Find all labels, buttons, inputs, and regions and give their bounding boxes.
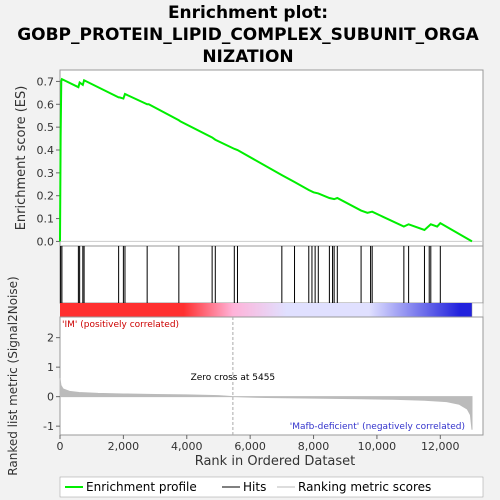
chart-title-line-1: Enrichment plot: [168, 3, 328, 23]
metric-panel [59, 316, 484, 436]
hits-panel [59, 245, 484, 304]
es-y-axis-label: Enrichment score (ES) [14, 86, 29, 231]
enrichment-profile-line [59, 77, 473, 243]
legend-enrichment-profile-label: Enrichment profile [86, 480, 197, 494]
positive-correlation-label: 'IM' (positively correlated) [62, 320, 179, 330]
x-tick-label: 12,000 [421, 440, 460, 453]
x-axis-ticks: 0 2,000 4,000 6,000 8,000 10,000 12,000 [57, 435, 460, 453]
x-axis-label: Rank in Ordered Dataset [195, 454, 356, 469]
heat-bar-tail [471, 302, 484, 318]
legend-hits-label: Hits [243, 480, 266, 494]
x-tick-label: 0 [57, 440, 64, 453]
hits-marks [60, 246, 441, 303]
chart-title-line-2: GOBP_PROTEIN_LIPID_COMPLEX_SUBUNIT_ORGA [17, 25, 479, 45]
x-tick-label: 6,000 [234, 440, 266, 453]
metric-y-tick-label: 2 [47, 332, 54, 345]
es-y-tick-label: 0.6 [37, 98, 55, 111]
legend-box [59, 476, 484, 498]
metric-y-tick-label: 0 [47, 391, 54, 404]
x-tick-label: 4,000 [171, 440, 203, 453]
es-y-tick-label: 0.7 [37, 75, 55, 88]
metric-y-tick-label: -1 [43, 420, 54, 433]
es-y-tick-label: 0.3 [37, 167, 55, 180]
es-y-tick-label: 0.5 [37, 121, 55, 134]
x-tick-label: 2,000 [108, 440, 140, 453]
x-tick-label: 10,000 [358, 440, 397, 453]
legend-ranking-metric-label: Ranking metric scores [298, 480, 431, 494]
zero-cross-label: Zero cross at 5455 [191, 373, 276, 383]
metric-y-axis-label: Ranked list metric (Signal2Noise) [6, 276, 20, 475]
es-panel [59, 69, 484, 247]
es-y-tick-label: 0.2 [37, 190, 55, 203]
ranking-heat-bar [60, 303, 472, 317]
ranking-metric-area [59, 378, 473, 430]
metric-y-ticks: -1 0 1 2 [43, 332, 60, 433]
es-y-tick-label: 0.4 [37, 144, 55, 157]
chart-title-line-3: NIZATION [202, 47, 293, 67]
metric-y-tick-label: 1 [47, 361, 54, 374]
x-tick-label: 8,000 [298, 440, 330, 453]
es-y-tick-label: 0.1 [37, 213, 55, 226]
es-y-tick-label: 0.0 [37, 235, 55, 248]
es-y-ticks: 0.0 0.1 0.2 0.3 0.4 0.5 0.6 0.7 [37, 75, 60, 248]
negative-correlation-label: 'Mafb-deficient' (negatively correlated) [290, 422, 465, 432]
